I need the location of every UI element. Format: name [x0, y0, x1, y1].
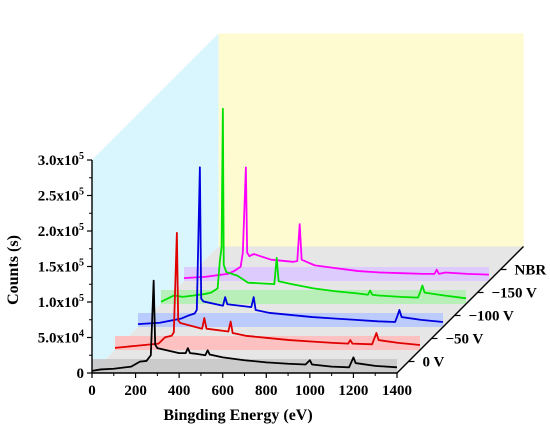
series-group: [91, 279, 398, 373]
series-line: [183, 166, 490, 280]
series-line: [160, 107, 467, 303]
depth-tick-label: −100 V: [469, 309, 515, 325]
series-line: [91, 279, 398, 372]
x-tick-label: 1400: [382, 383, 412, 399]
depth-tick-label: −50 V: [446, 332, 484, 348]
series-ribbon: [115, 336, 420, 350]
series-layer: [91, 107, 490, 373]
series-ribbon: [92, 359, 397, 373]
x-tick-label: 1200: [338, 383, 368, 399]
x-axis-title: Bingding Energy (eV): [163, 407, 312, 424]
y-tick-label: 5.0x104: [38, 329, 84, 347]
depth-tick-label: NBR: [515, 263, 547, 279]
series-ribbon: [138, 313, 443, 327]
x-tick-label: 0: [88, 383, 96, 399]
series-group: [137, 166, 444, 327]
y-tick-label: 3.0x105: [38, 151, 84, 169]
back-wall: [218, 33, 524, 247]
y-tick-label: 2.0x105: [38, 222, 84, 240]
series-ribbon: [161, 290, 466, 304]
x-tick-label: 1000: [295, 383, 325, 399]
x-tick-label: 200: [124, 383, 147, 399]
y-tick-label: 1.0x105: [38, 293, 84, 311]
depth-tick-label: −150 V: [492, 286, 538, 302]
y-axis-title: Counts (s): [5, 235, 22, 305]
x-tick-label: 600: [211, 383, 234, 399]
y-tick-label: 0: [77, 366, 85, 382]
x-tick-label: 400: [168, 383, 191, 399]
x-tick-label: 800: [255, 383, 278, 399]
y-tick-label: 2.5x105: [38, 187, 84, 205]
side-wall: [92, 33, 219, 373]
series-ribbon: [184, 267, 489, 281]
depth-tick-label: 0 V: [423, 355, 445, 371]
axes-layer: 0 200 400 600 800 1000 1200 1400 0 5.0x104 1.0x105…: [38, 151, 547, 399]
series-group: [114, 231, 421, 350]
depth-axis-line: [396, 246, 524, 374]
series-line: [114, 231, 421, 349]
series-group: [160, 107, 467, 304]
series-group: [183, 166, 490, 281]
y-tick-label: 1.5x105: [38, 258, 84, 276]
series-line: [137, 166, 444, 326]
